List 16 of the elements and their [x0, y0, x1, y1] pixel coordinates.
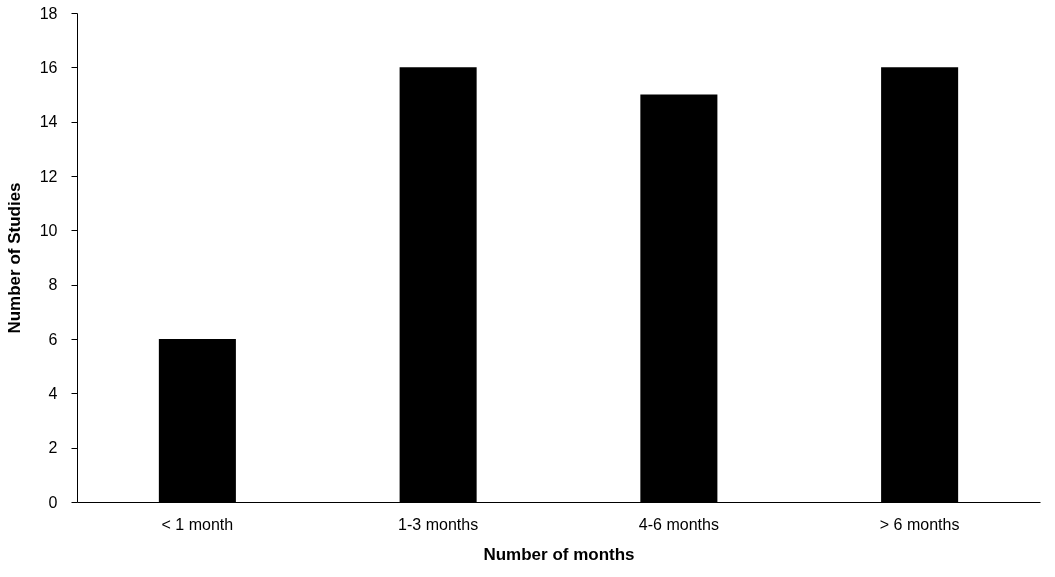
y-tick-label: 10 — [39, 221, 58, 239]
y-tick-label: 4 — [48, 384, 58, 402]
y-tick-label: 0 — [48, 493, 58, 511]
y-tick-label: 2 — [48, 439, 58, 457]
y-tick-label: 6 — [48, 330, 58, 348]
y-tick-label: 12 — [39, 167, 58, 185]
x-tick-label: > 6 months — [879, 515, 960, 533]
y-tick-label: 16 — [39, 58, 58, 76]
y-tick-label: 8 — [48, 276, 58, 294]
y-tick-label: 18 — [39, 4, 58, 22]
x-tick-label: < 1 month — [161, 515, 234, 533]
x-tick-label: 1-3 months — [398, 515, 479, 533]
x-tick-label: 4-6 months — [638, 515, 719, 533]
x-axis-title: Number of months — [483, 544, 635, 564]
y-axis-title: Number of Studies — [4, 182, 24, 334]
y-tick-label: 14 — [39, 113, 58, 131]
